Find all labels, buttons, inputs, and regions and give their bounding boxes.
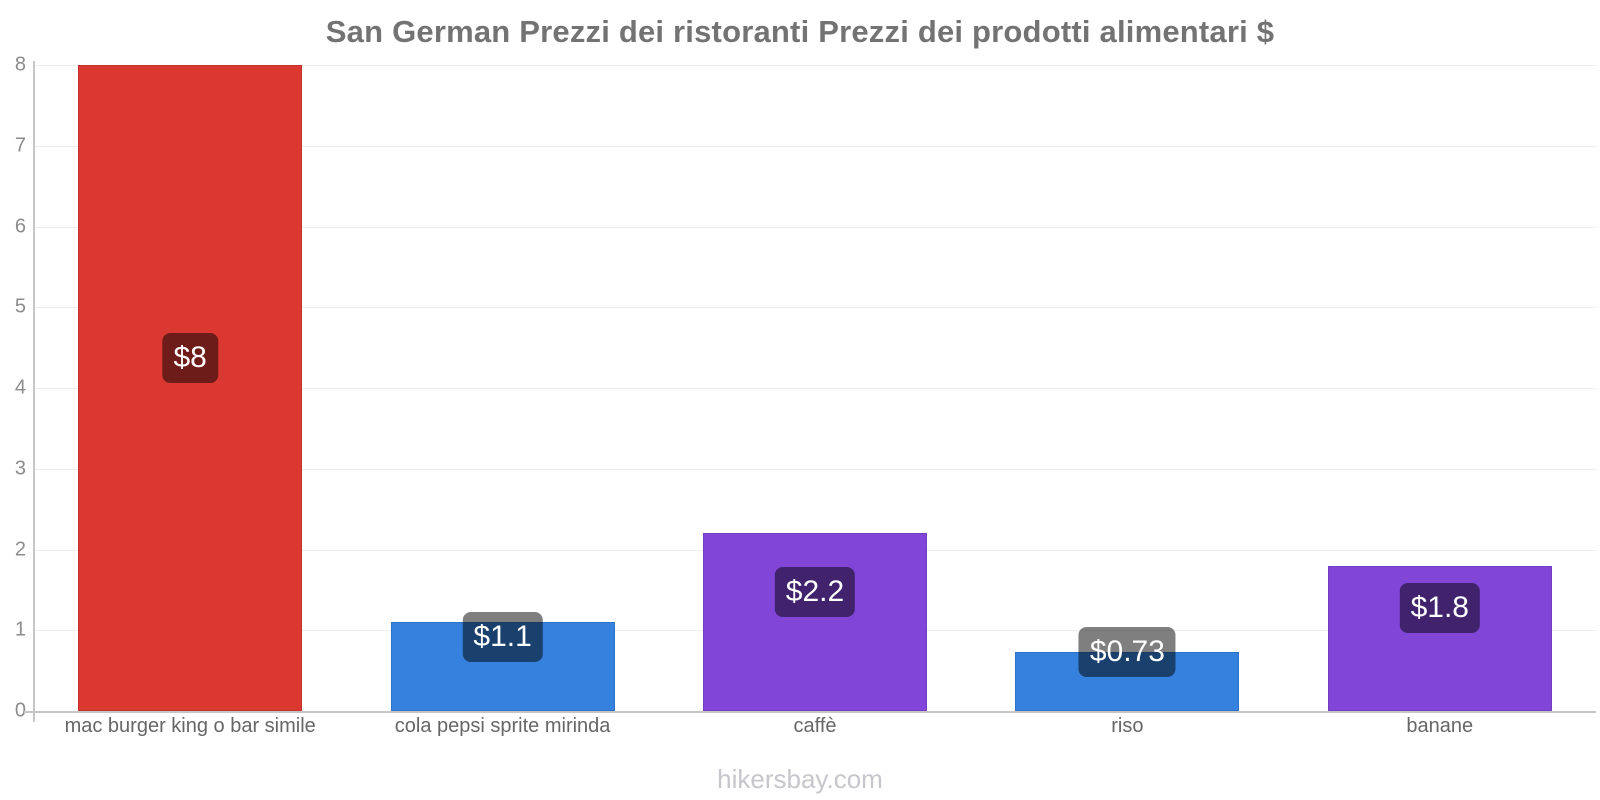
- category-label: caffè: [793, 715, 837, 737]
- bar-mac-burger-king-o-bar-simile[interactable]: $8: [78, 65, 303, 711]
- y-axis-tick-label: 8: [14, 53, 26, 76]
- y-axis-tick-label: 4: [14, 376, 26, 399]
- gridline: [34, 307, 1596, 309]
- gridline: [34, 226, 1596, 228]
- bar-riso[interactable]: $0.73: [1015, 626, 1240, 711]
- chart-title: San German Prezzi dei ristoranti Prezzi …: [325, 14, 1275, 49]
- category-label: cola pepsi sprite mirinda: [394, 715, 611, 737]
- value-badge: $2.2: [774, 567, 856, 618]
- gridline: [34, 65, 1596, 66]
- y-axis-tick-label: 5: [14, 295, 26, 318]
- category-label: riso: [1111, 715, 1144, 737]
- gridline: [34, 145, 1596, 147]
- bar-cola-pepsi-sprite-mirinda[interactable]: $1.1: [390, 611, 615, 711]
- gridline: [34, 388, 1596, 389]
- value-badge: $0.73: [1078, 626, 1176, 677]
- category-label: mac burger king o bar simile: [64, 715, 316, 737]
- y-axis-tick-label: 2: [14, 538, 26, 560]
- value-badge: $8: [162, 333, 218, 383]
- x-axis-line: [24, 711, 1596, 713]
- y-axis-tick-label: 0: [14, 699, 26, 722]
- y-axis-tick-label: 6: [14, 215, 26, 237]
- y-axis-tick-label: 7: [14, 134, 26, 157]
- bar-banane[interactable]: $1.8: [1327, 565, 1552, 711]
- gridline: [34, 468, 1596, 470]
- y-axis-line: [33, 61, 35, 722]
- value-badge: $1.1: [462, 611, 543, 662]
- y-axis-tick-label: 1: [14, 618, 26, 641]
- category-label: banane: [1406, 715, 1474, 737]
- watermark-footer: hikersbay.com: [717, 764, 883, 794]
- y-axis-tick-label: 3: [14, 457, 26, 480]
- bar-caffè[interactable]: $2.2: [703, 533, 927, 711]
- value-badge: $1.8: [1399, 583, 1480, 634]
